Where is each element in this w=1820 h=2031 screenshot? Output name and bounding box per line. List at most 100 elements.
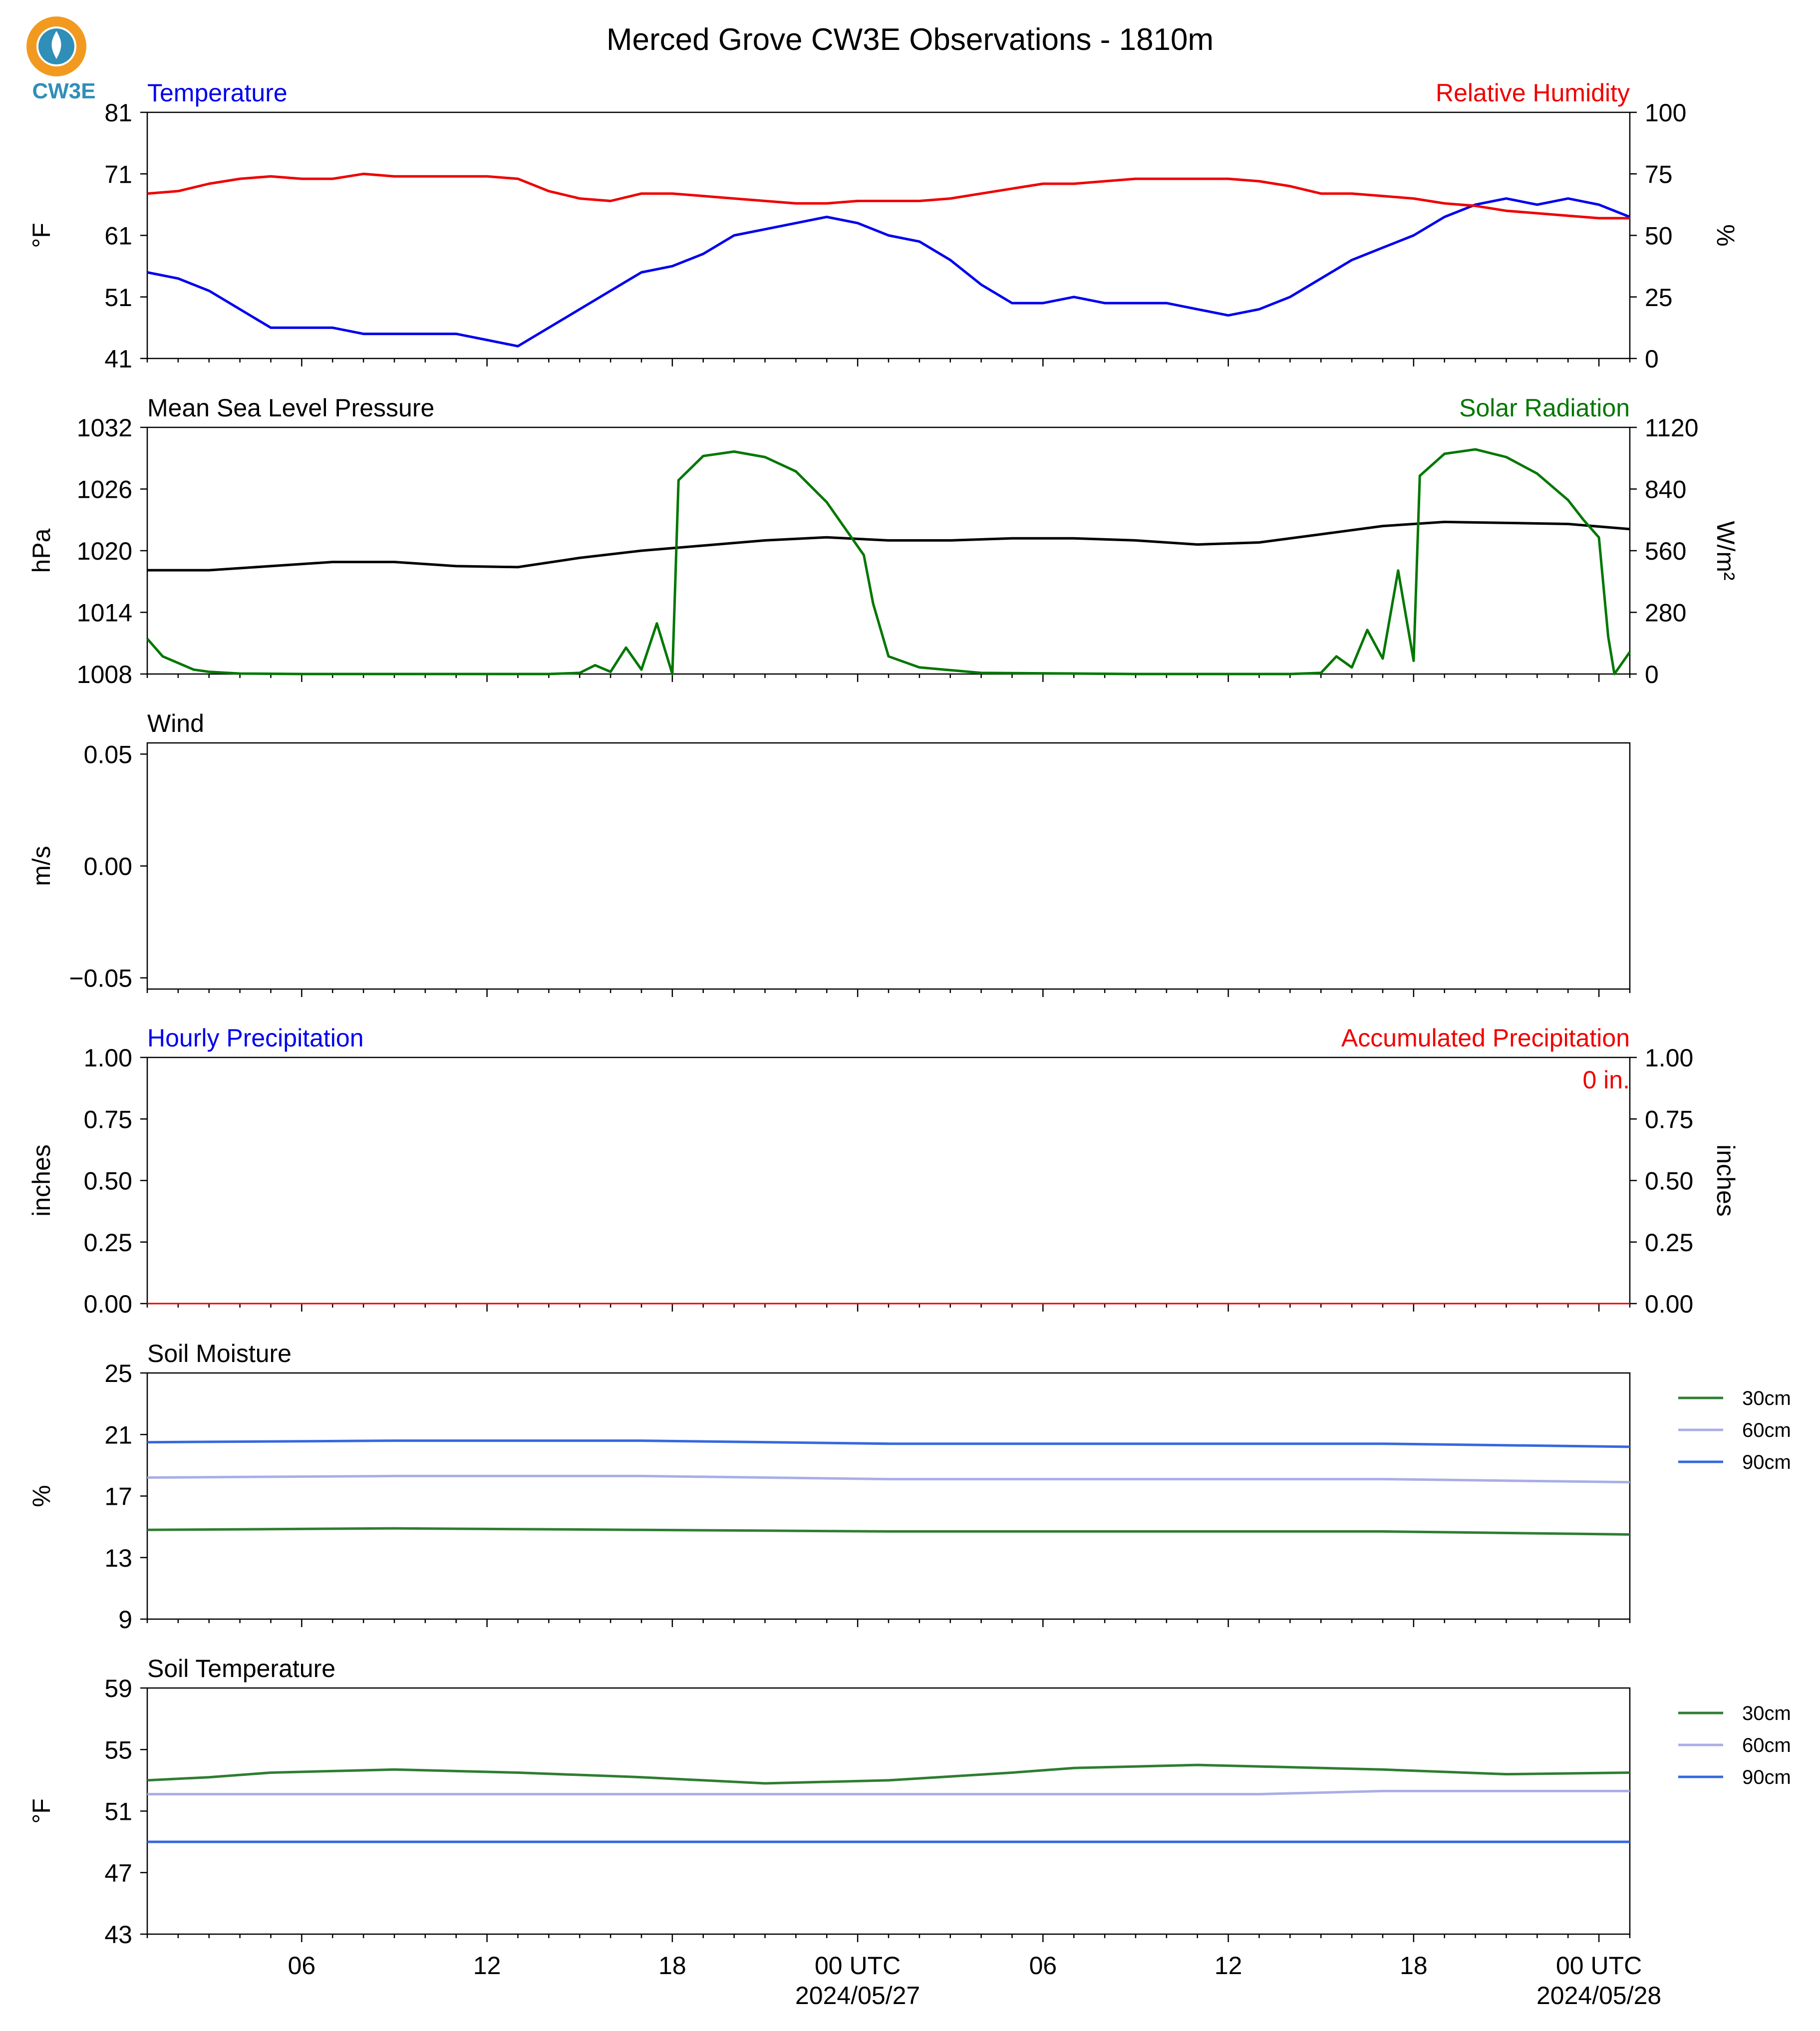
- panel-wind: Wind 0.05 0.00 −0.05 m/s: [27, 709, 1631, 997]
- figure-title: Merced Grove CW3E Observations - 1810m: [607, 22, 1213, 57]
- x-tick-label: 18: [658, 1952, 686, 1980]
- y-tick-label-right: 1120: [1645, 414, 1699, 442]
- y-tick-label-right: 0: [1645, 661, 1659, 688]
- series-line: [147, 1789, 1630, 1796]
- y-tick-label-right: 0.25: [1645, 1229, 1693, 1257]
- legend-label: 60cm: [1742, 1419, 1791, 1441]
- plot-frame: [146, 1372, 1631, 1620]
- panel-title-right: Solar Radiation: [1459, 394, 1630, 422]
- y-tick-label: 9: [118, 1606, 132, 1634]
- legend-label: 90cm: [1742, 1451, 1791, 1473]
- legend-label: 90cm: [1742, 1766, 1791, 1788]
- panel-title-left: Soil Temperature: [147, 1655, 335, 1683]
- panel-title-left: Temperature: [147, 79, 288, 107]
- panel-soil_temp: Soil Temperature 43 47 51 55 59 °F 30cm 60cm 90cm: [27, 1655, 1791, 1949]
- y-tick-label-right: 840: [1645, 476, 1686, 504]
- y-tick-label: 71: [104, 160, 132, 188]
- panel-title-right: Accumulated Precipitation: [1341, 1024, 1630, 1052]
- y-tick-label-right: 560: [1645, 537, 1686, 565]
- y-tick-label: 47: [104, 1859, 132, 1887]
- y-tick-label: 0.75: [84, 1105, 132, 1133]
- panel-title-right: Relative Humidity: [1436, 79, 1630, 107]
- panel-pressure_solar: Mean Sea Level Pressure Solar Radiation 10…: [27, 394, 1740, 688]
- y-tick-label: 0.00: [84, 853, 132, 881]
- y-tick-label: 21: [104, 1421, 132, 1449]
- y-tick-label: 41: [104, 345, 132, 373]
- y-tick-label: 17: [104, 1483, 132, 1511]
- y-tick-label-right: 75: [1645, 160, 1673, 188]
- y-tick-label-right: 0.75: [1645, 1105, 1693, 1133]
- panel-title-left: Wind: [147, 709, 204, 737]
- logo-text: CW3E: [32, 79, 95, 103]
- y-tick-label: 51: [104, 284, 132, 312]
- plot-frame: [146, 1687, 1631, 1935]
- plot-frame: [146, 742, 1631, 990]
- logo-ring-icon: [26, 16, 86, 76]
- y-tick-label: 1020: [77, 537, 132, 565]
- y-tick-label-right: 280: [1645, 599, 1686, 627]
- legend-label: 30cm: [1742, 1387, 1791, 1409]
- x-tick-label: 00 UTC: [1556, 1952, 1642, 1980]
- plot-frame: [146, 1056, 1631, 1305]
- y-axis-label-left: %: [27, 1485, 55, 1507]
- y-tick-label: 43: [104, 1921, 132, 1949]
- y-tick-label-right: 100: [1645, 99, 1686, 127]
- x-date-label: 2024/05/28: [1536, 1982, 1661, 2010]
- legend: 30cm 60cm 90cm: [1678, 1387, 1791, 1473]
- logo: CW3E: [26, 16, 96, 103]
- y-tick-label: 55: [104, 1736, 132, 1764]
- series-line: [147, 1474, 1630, 1484]
- y-tick-label: 81: [104, 99, 132, 127]
- x-tick-label: 06: [1029, 1952, 1057, 1980]
- series-line: [147, 197, 1630, 347]
- y-tick-label-right: 0.00: [1645, 1290, 1693, 1318]
- y-axis-label-right: %: [1712, 224, 1740, 246]
- y-tick-label: 0.50: [84, 1167, 132, 1195]
- panel-precip: Hourly Precipitation Accumulated Precipit…: [27, 1024, 1740, 1318]
- y-axis-label-left: °F: [27, 1798, 55, 1824]
- panels: Temperature Relative Humidity 41 51 61 71 81 °F…: [27, 79, 1791, 2010]
- series-line: [147, 1439, 1630, 1448]
- y-tick-label: 0.00: [84, 1290, 132, 1318]
- y-tick-label: 1032: [77, 414, 132, 442]
- y-tick-label-right: 0.50: [1645, 1167, 1693, 1195]
- plot-frame: [146, 426, 1631, 675]
- y-tick-label: −0.05: [69, 965, 132, 993]
- series-line: [146, 448, 1631, 676]
- x-tick-label: 12: [473, 1952, 501, 1980]
- x-tick-label: 12: [1214, 1952, 1242, 1980]
- y-tick-label: 51: [104, 1798, 132, 1826]
- x-tick-label: 00 UTC: [815, 1952, 901, 1980]
- legend-label: 30cm: [1742, 1702, 1791, 1724]
- y-tick-label-right: 25: [1645, 284, 1673, 312]
- panel-title-left: Mean Sea Level Pressure: [147, 394, 434, 422]
- x-date-label: 2024/05/27: [795, 1982, 920, 2010]
- y-axis-label-right: inches: [1712, 1144, 1740, 1217]
- y-tick-label: 61: [104, 222, 132, 250]
- y-tick-label: 1.00: [84, 1044, 132, 1072]
- series-line: [147, 1527, 1630, 1536]
- y-tick-label: 0.25: [84, 1229, 132, 1257]
- y-tick-label-right: 50: [1645, 222, 1673, 250]
- y-tick-label: 0.05: [84, 740, 132, 768]
- y-tick-label: 25: [104, 1359, 132, 1387]
- series-line: [147, 172, 1630, 220]
- y-axis-label-left: m/s: [27, 846, 55, 886]
- legend-label: 60cm: [1742, 1734, 1791, 1756]
- y-tick-label: 13: [104, 1544, 132, 1572]
- accum-annotation: 0 in.: [1582, 1066, 1630, 1094]
- panel-temp_rh: Temperature Relative Humidity 41 51 61 71 81 °F…: [27, 79, 1740, 373]
- x-tick-label: 18: [1400, 1952, 1428, 1980]
- panel-title-left: Soil Moisture: [147, 1340, 292, 1367]
- y-tick-label-right: 0: [1645, 345, 1659, 373]
- x-tick-label: 06: [288, 1952, 316, 1980]
- panel-title-left: Hourly Precipitation: [147, 1024, 364, 1052]
- y-axis-label-right: W/m²: [1712, 521, 1740, 580]
- legend: 30cm 60cm 90cm: [1678, 1702, 1791, 1788]
- logo-flame-icon: [51, 31, 61, 59]
- series-line: [147, 1763, 1630, 1785]
- series-line: [147, 520, 1630, 572]
- y-tick-label: 1008: [77, 661, 132, 688]
